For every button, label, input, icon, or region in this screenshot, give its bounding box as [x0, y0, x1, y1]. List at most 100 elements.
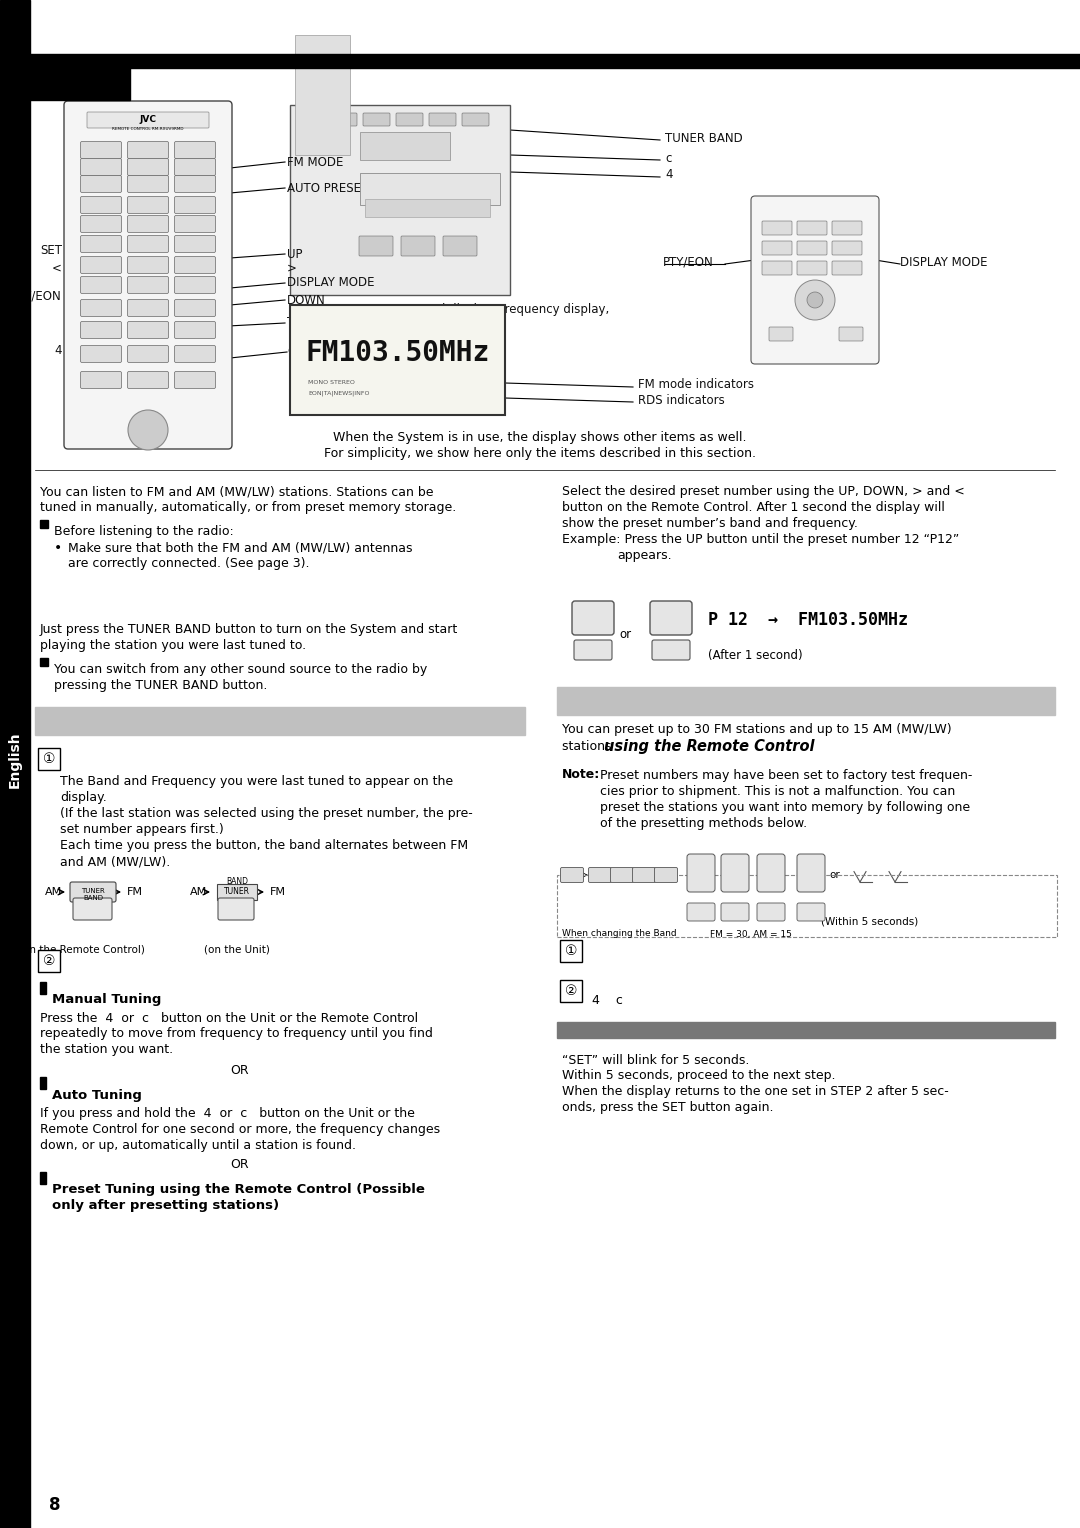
- FancyBboxPatch shape: [175, 345, 216, 362]
- FancyBboxPatch shape: [832, 261, 862, 275]
- FancyBboxPatch shape: [81, 321, 121, 339]
- Text: c: c: [665, 151, 672, 165]
- Text: ②: ②: [43, 953, 55, 969]
- Text: Press the  4  or  c   button on the Unit or the Remote Control: Press the 4 or c button on the Unit or t…: [40, 1012, 418, 1024]
- Bar: [30, 53, 1080, 69]
- FancyBboxPatch shape: [175, 299, 216, 316]
- Bar: [40, 659, 48, 666]
- FancyBboxPatch shape: [127, 371, 168, 388]
- FancyBboxPatch shape: [175, 176, 216, 193]
- FancyBboxPatch shape: [757, 854, 785, 892]
- Text: If you press and hold the  4  or  c   button on the Unit or the: If you press and hold the 4 or c button …: [40, 1106, 415, 1120]
- FancyBboxPatch shape: [81, 176, 121, 193]
- Text: PTY/EON: PTY/EON: [663, 255, 714, 269]
- FancyBboxPatch shape: [396, 113, 423, 125]
- FancyBboxPatch shape: [359, 235, 393, 257]
- Bar: [557, 688, 1055, 715]
- FancyBboxPatch shape: [175, 321, 216, 339]
- Circle shape: [129, 410, 168, 451]
- FancyBboxPatch shape: [175, 371, 216, 388]
- FancyBboxPatch shape: [73, 898, 112, 920]
- Text: DOWN: DOWN: [287, 293, 326, 307]
- Text: FM: FM: [270, 886, 286, 897]
- FancyBboxPatch shape: [81, 197, 121, 214]
- Text: Manual Tuning: Manual Tuning: [52, 993, 161, 1007]
- Text: AUTO PRESET: AUTO PRESET: [287, 182, 368, 194]
- FancyBboxPatch shape: [38, 950, 60, 972]
- FancyBboxPatch shape: [443, 235, 477, 257]
- Bar: [557, 1022, 1055, 1038]
- Text: •: •: [54, 541, 63, 555]
- FancyBboxPatch shape: [175, 215, 216, 232]
- Text: TUNER BAND: TUNER BAND: [287, 316, 365, 330]
- FancyBboxPatch shape: [127, 257, 168, 274]
- Text: MONO STEREO: MONO STEREO: [308, 380, 355, 385]
- Bar: [360, 131, 450, 160]
- Text: are correctly connected. (See page 3).: are correctly connected. (See page 3).: [68, 558, 310, 570]
- Bar: [0, 0, 30, 1528]
- Bar: [40, 1077, 46, 1089]
- Bar: [30, 69, 130, 99]
- FancyBboxPatch shape: [218, 898, 254, 920]
- Text: of the presetting methods below.: of the presetting methods below.: [600, 816, 807, 830]
- Text: Band display, Frequency display,: Band display, Frequency display,: [415, 304, 609, 316]
- Text: onds, press the SET button again.: onds, press the SET button again.: [562, 1102, 773, 1114]
- FancyBboxPatch shape: [561, 868, 583, 883]
- FancyBboxPatch shape: [561, 940, 582, 963]
- Bar: [360, 173, 500, 205]
- FancyBboxPatch shape: [81, 257, 121, 274]
- Text: Select the desired preset number using the UP, DOWN, > and <: Select the desired preset number using t…: [562, 486, 964, 498]
- Bar: [291, 105, 510, 295]
- Text: Note:: Note:: [562, 769, 600, 781]
- FancyBboxPatch shape: [81, 159, 121, 176]
- Text: Preset Tuning using the Remote Control (Possible: Preset Tuning using the Remote Control (…: [52, 1184, 424, 1196]
- Text: Preset channel: Preset channel: [415, 316, 502, 330]
- FancyBboxPatch shape: [839, 327, 863, 341]
- Text: playing the station you were last tuned to.: playing the station you were last tuned …: [40, 640, 306, 652]
- Text: FM mode indicators: FM mode indicators: [638, 379, 754, 391]
- Text: FM103.50MHz: FM103.50MHz: [306, 339, 489, 367]
- Text: 4: 4: [54, 344, 62, 356]
- FancyBboxPatch shape: [832, 222, 862, 235]
- FancyBboxPatch shape: [175, 142, 216, 159]
- FancyBboxPatch shape: [175, 257, 216, 274]
- FancyBboxPatch shape: [797, 261, 827, 275]
- Text: The Band and Frequency you were last tuned to appear on the: The Band and Frequency you were last tun…: [60, 776, 454, 788]
- FancyBboxPatch shape: [721, 903, 750, 921]
- Circle shape: [795, 280, 835, 319]
- FancyBboxPatch shape: [127, 235, 168, 252]
- FancyBboxPatch shape: [687, 903, 715, 921]
- Text: When the display returns to the one set in STEP 2 after 5 sec-: When the display returns to the one set …: [562, 1085, 948, 1099]
- FancyBboxPatch shape: [87, 112, 210, 128]
- FancyBboxPatch shape: [363, 113, 390, 125]
- Text: c: c: [287, 344, 294, 356]
- Text: You can switch from any other sound source to the radio by: You can switch from any other sound sour…: [54, 663, 428, 677]
- FancyBboxPatch shape: [654, 868, 677, 883]
- FancyBboxPatch shape: [127, 321, 168, 339]
- Text: repeatedly to move from frequency to frequency until you find: repeatedly to move from frequency to fre…: [40, 1027, 433, 1041]
- Bar: [35, 707, 525, 735]
- Text: FM: FM: [127, 886, 143, 897]
- Text: pressing the TUNER BAND button.: pressing the TUNER BAND button.: [54, 680, 268, 692]
- FancyBboxPatch shape: [38, 749, 60, 770]
- Text: BAND: BAND: [83, 895, 103, 902]
- Text: Preset numbers may have been set to factory test frequen-: Preset numbers may have been set to fact…: [600, 769, 972, 781]
- Text: UP: UP: [287, 248, 302, 260]
- Text: down, or up, automatically until a station is found.: down, or up, automatically until a stati…: [40, 1138, 356, 1152]
- Bar: [40, 1172, 46, 1184]
- FancyBboxPatch shape: [81, 215, 121, 232]
- Text: ②: ②: [565, 984, 577, 998]
- Text: 4: 4: [665, 168, 673, 182]
- FancyBboxPatch shape: [81, 235, 121, 252]
- Text: PTY/EON: PTY/EON: [11, 289, 62, 303]
- FancyBboxPatch shape: [769, 327, 793, 341]
- Circle shape: [807, 292, 823, 309]
- FancyBboxPatch shape: [797, 903, 825, 921]
- FancyBboxPatch shape: [652, 640, 690, 660]
- FancyBboxPatch shape: [762, 222, 792, 235]
- Text: JVC: JVC: [139, 116, 157, 124]
- Text: TUNER: TUNER: [224, 886, 249, 895]
- FancyBboxPatch shape: [589, 868, 611, 883]
- FancyBboxPatch shape: [64, 101, 232, 449]
- Text: or: or: [829, 869, 840, 880]
